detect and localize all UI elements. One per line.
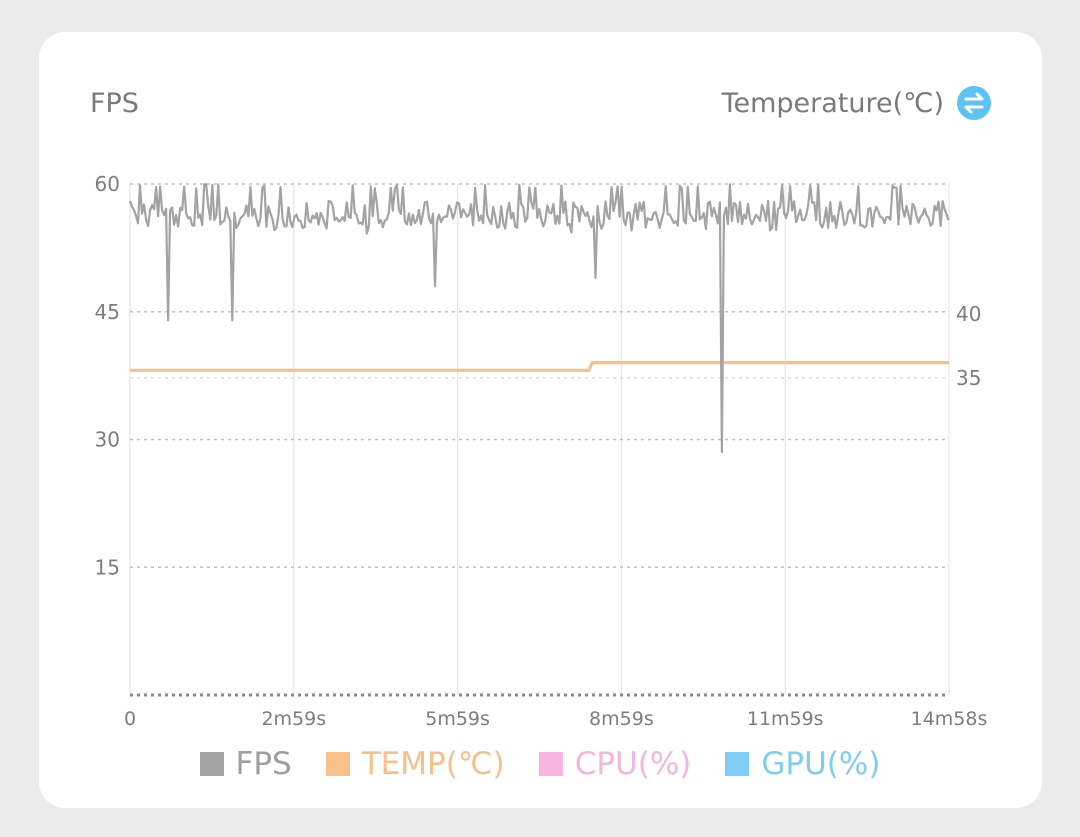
y-left-tick-label: 15 [95, 555, 120, 579]
legend-label-cpu: CPU(%) [574, 746, 692, 782]
temperature-line [130, 361, 949, 372]
y-right-tick-label: 35 [956, 366, 981, 390]
legend-label-gpu: GPU(%) [761, 746, 881, 782]
legend-swatch-fps [199, 752, 224, 776]
grid-layer [129, 183, 950, 697]
right-axis-title: Temperature(℃) [721, 88, 944, 119]
left-axis-title: FPS [90, 88, 139, 119]
temp-series-layer [130, 361, 949, 372]
legend-item-fps[interactable]: FPS [199, 746, 292, 782]
y-left-tick-label: 60 [95, 172, 120, 196]
legend-swatch-gpu [725, 752, 750, 776]
legend-label-fps: FPS [235, 746, 292, 782]
legend-swatch-cpu [538, 752, 563, 776]
legend-swatch-temp [325, 752, 350, 776]
x-tick-label: 5m59s [425, 708, 490, 730]
x-tick-label: 8m59s [589, 708, 654, 730]
legend-label-temp: TEMP(℃) [361, 746, 505, 782]
x-tick-label: 14m58s [911, 708, 988, 730]
fps-series-layer [128, 183, 950, 454]
chart-legend: FPS TEMP(℃) CPU(%) GPU(%) [0, 746, 1080, 782]
y-left-tick-label: 45 [95, 300, 120, 324]
swap-arrows-icon [964, 92, 984, 114]
legend-item-temp[interactable]: TEMP(℃) [325, 746, 505, 782]
swap-axis-button[interactable] [957, 86, 991, 120]
y-right-tick-label: 40 [956, 302, 981, 326]
legend-item-cpu[interactable]: CPU(%) [538, 746, 692, 782]
x-tick-label: 0 [124, 708, 136, 730]
x-tick-label: 11m59s [747, 708, 824, 730]
legend-item-gpu[interactable]: GPU(%) [725, 746, 880, 782]
x-tick-label: 2m59s [261, 708, 326, 730]
y-left-tick-label: 30 [95, 428, 120, 452]
fps-line [128, 183, 950, 454]
chart-card [39, 32, 1042, 808]
axis-labels-layer: 0 2m59s 5m59s 8m59s 11m59s 14m58s 15 30 45 60 35 40 [95, 172, 988, 730]
